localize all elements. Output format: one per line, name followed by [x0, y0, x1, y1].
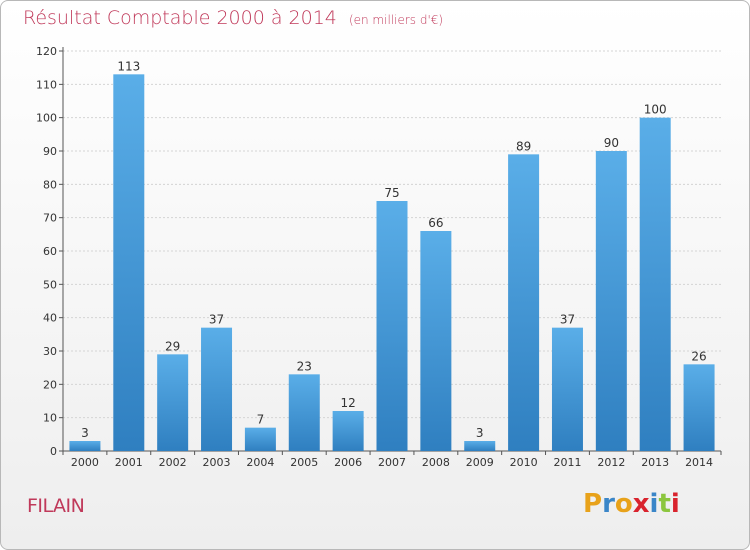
y-tick-label: 90: [43, 145, 57, 158]
bar-2006: [332, 411, 364, 451]
data-label: 100: [644, 103, 667, 117]
y-tick-label: 10: [43, 412, 57, 425]
y-tick-label: 30: [43, 345, 57, 358]
x-tick-label: 2009: [466, 456, 494, 469]
bar-2012: [595, 151, 627, 451]
data-label: 3: [476, 426, 484, 440]
data-label: 23: [297, 359, 312, 373]
chart-title-unit: (en milliers d'€): [348, 13, 444, 27]
x-tick-label: 2004: [246, 456, 274, 469]
x-tick-label: 2005: [290, 456, 318, 469]
data-label: 7: [257, 413, 265, 427]
proxiti-logo: Proxiti: [583, 489, 680, 519]
data-label: 3: [81, 426, 89, 440]
y-tick-label: 120: [36, 45, 57, 58]
data-label: 113: [117, 59, 140, 73]
logo-letter: r: [602, 489, 615, 519]
x-tick-label: 2003: [203, 456, 231, 469]
bar-2003: [201, 327, 233, 451]
x-tick-label: 2010: [510, 456, 538, 469]
y-tick-label: 0: [50, 445, 57, 458]
x-tick-label: 2007: [378, 456, 406, 469]
bar-2005: [288, 374, 320, 451]
bars: [69, 74, 715, 452]
x-tick-label: 2014: [685, 456, 713, 469]
logo-letter: i: [670, 489, 680, 519]
bar-2013: [639, 117, 671, 452]
data-label: 12: [340, 396, 355, 410]
data-label: 37: [209, 313, 224, 327]
logo-letter: i: [649, 489, 659, 519]
data-labels: 3 113 29 37 7 23 12 75 66 3 89 37 90 100 26: [81, 59, 707, 440]
logo-letter: t: [658, 489, 671, 519]
chart-title-text: Résultat Comptable 2000 à 2014: [23, 7, 337, 29]
bar-2001: [113, 74, 145, 451]
data-label: 26: [691, 349, 706, 363]
commune-name: FILAIN: [27, 495, 85, 517]
x-tick-label: 2013: [641, 456, 669, 469]
bar-2008: [420, 231, 452, 451]
data-label: 37: [560, 313, 575, 327]
x-tick-label: 2011: [553, 456, 581, 469]
x-tick-label: 2012: [597, 456, 625, 469]
y-tick-label: 40: [43, 312, 57, 325]
data-label: 89: [516, 139, 531, 153]
data-label: 90: [604, 136, 619, 150]
bar-2004: [244, 427, 276, 451]
bar-2011: [551, 327, 583, 451]
x-tick-label: 2001: [115, 456, 143, 469]
data-label: 75: [384, 186, 399, 200]
bar-2014: [683, 364, 715, 451]
x-tick-label: 2000: [71, 456, 99, 469]
bar-2007: [376, 201, 408, 451]
y-tick-label: 50: [43, 278, 57, 291]
y-tick-label: 80: [43, 178, 57, 191]
x-tick-label: 2002: [159, 456, 187, 469]
data-label: 66: [428, 216, 443, 230]
chart-title: Résultat Comptable 2000 à 2014 (en milli…: [23, 7, 443, 29]
y-tick-label: 110: [36, 78, 57, 91]
x-tick-label: 2008: [422, 456, 450, 469]
bar-2009: [464, 441, 496, 451]
data-label: 29: [165, 339, 180, 353]
y-tick-label: 60: [43, 245, 57, 258]
logo-letter: o: [614, 489, 633, 519]
logo-letter: P: [583, 489, 603, 519]
x-tick-label: 2006: [334, 456, 362, 469]
y-tick-label: 70: [43, 212, 57, 225]
y-tick-label: 20: [43, 378, 57, 391]
bar-2010: [508, 154, 540, 452]
y-tick-label: 100: [36, 112, 57, 125]
bar-2002: [157, 354, 189, 451]
bar-2000: [69, 441, 101, 451]
logo-letter: x: [632, 489, 650, 519]
